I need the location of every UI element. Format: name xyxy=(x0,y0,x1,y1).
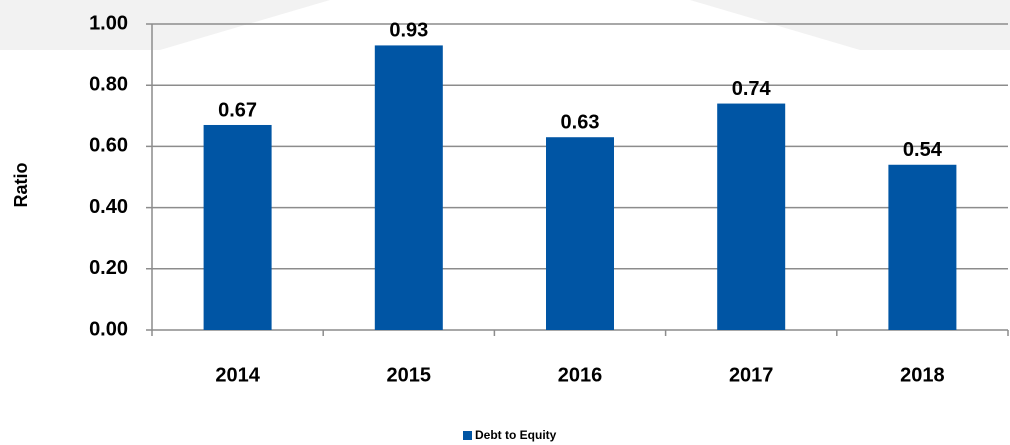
x-tick-label: 2014 xyxy=(215,364,260,386)
x-tick-label: 2017 xyxy=(729,364,774,386)
y-tick-label: 0.40 xyxy=(89,196,128,218)
x-tick-label: 2018 xyxy=(900,364,945,386)
y-tick-label: 0.20 xyxy=(89,257,128,279)
background-shape xyxy=(0,0,330,50)
value-label: 0.67 xyxy=(218,99,257,121)
legend-label: Debt to Equity xyxy=(475,428,557,442)
value-label: 0.93 xyxy=(389,20,428,42)
x-tick-label: 2015 xyxy=(387,364,432,386)
legend-swatch xyxy=(463,431,472,440)
bar xyxy=(203,124,272,330)
x-tick-label: 2016 xyxy=(558,364,603,386)
bar xyxy=(888,164,957,330)
value-label: 0.54 xyxy=(903,139,943,161)
bar xyxy=(546,137,614,330)
value-label: 0.74 xyxy=(732,78,772,100)
y-tick-label: 0.60 xyxy=(89,135,128,157)
y-tick-label: 0.80 xyxy=(89,73,128,95)
bar xyxy=(717,103,786,330)
bar xyxy=(374,45,443,331)
background-shape xyxy=(690,0,1010,50)
value-label: 0.63 xyxy=(561,112,600,134)
y-axis-title: Ratio xyxy=(11,162,31,207)
y-tick-label: 1.00 xyxy=(89,12,128,34)
y-tick-label: 0.00 xyxy=(89,318,128,340)
